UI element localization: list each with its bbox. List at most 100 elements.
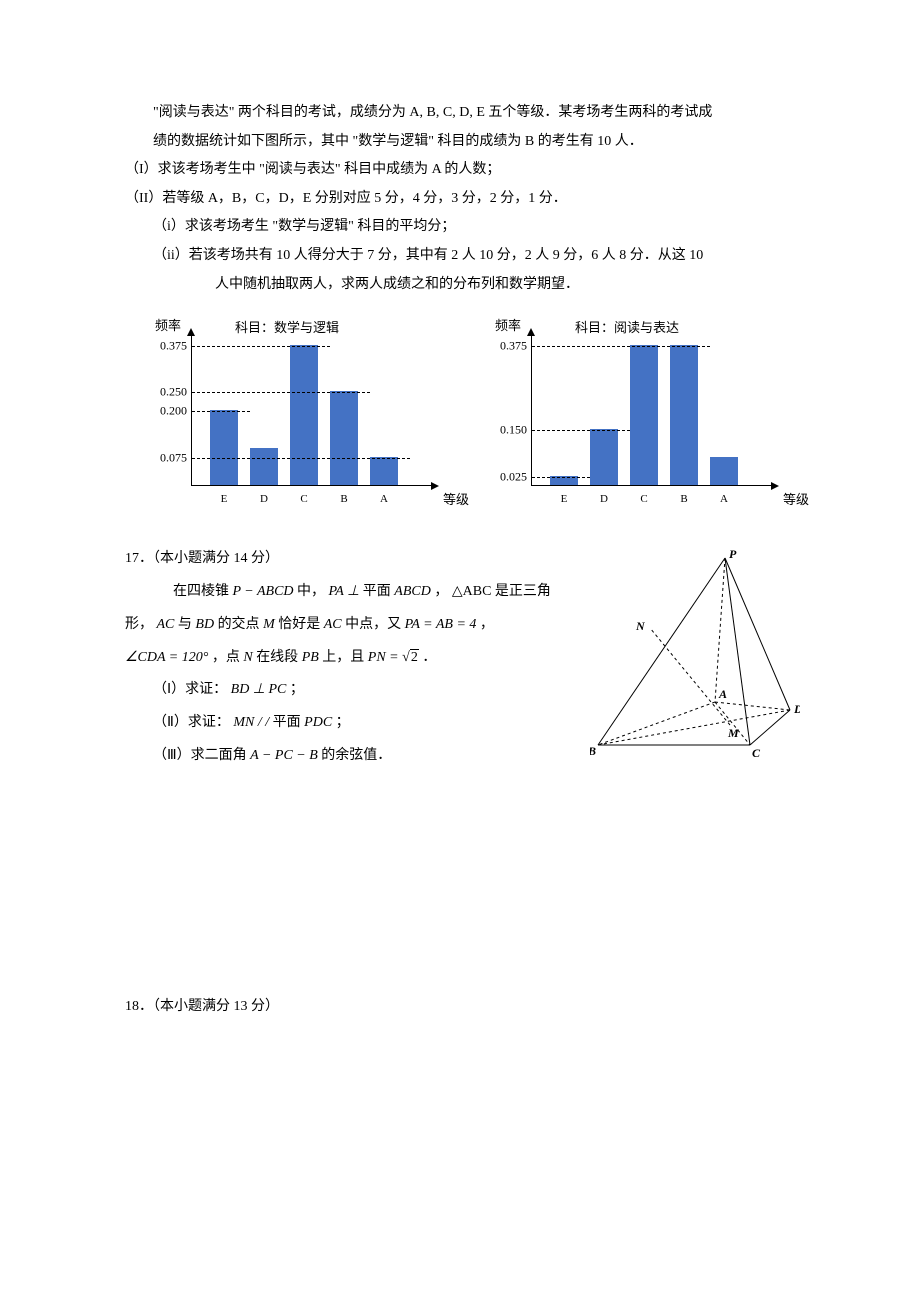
q17-mnpar: MN / /	[233, 715, 269, 730]
intro-part-2: （II）若等级 A，B，C，D，E 分别对应 5 分，4 分，3 分，2 分，1…	[125, 186, 800, 213]
q17-sub3: （Ⅲ）求二面角 A − PC − B 的余弦值．	[125, 741, 570, 772]
q17-l2b: 与	[178, 617, 192, 632]
q17-l1b: 中，	[297, 584, 325, 599]
chart-bar	[290, 345, 318, 486]
figure-label: M	[727, 726, 739, 740]
figure-edge	[598, 702, 715, 745]
intro-part-2ii-b: 人中随机抽取两人，求两人成绩之和的分布列和数学期望．	[125, 272, 800, 299]
chart-gridline	[532, 430, 630, 431]
q17-dihedral: A − PC − B	[250, 748, 318, 763]
q17-row: 17．（本小题满分 14 分） 在四棱锥 P − ABCD 中， PA ⊥ 平面…	[125, 544, 800, 774]
chart-xtick: E	[210, 489, 238, 510]
intro-part-2ii-a: （ii）若该考场共有 10 人得分大于 7 分，其中有 2 人 10 分，2 人…	[125, 243, 800, 270]
q17-l2a: 形，	[125, 617, 153, 632]
chart-gridline	[192, 346, 330, 347]
q17-pb: PB	[302, 650, 319, 665]
q17-header: 17．（本小题满分 14 分）	[125, 544, 570, 575]
q17-pa-perp: PA ⊥	[329, 584, 360, 599]
chart-xtick: B	[670, 489, 698, 510]
q17-triangle: △ABC	[452, 584, 492, 599]
q17-m: M	[263, 617, 275, 632]
q17-line-2: 形， AC 与 BD 的交点 M 恰好是 AC 中点，又 PA = AB = 4…	[125, 610, 570, 641]
q17-n: N	[243, 650, 252, 665]
q17-l1e: 是正三角	[495, 584, 551, 599]
chart-ytick: 0.025	[500, 465, 527, 488]
charts-row: 频率 科目：数学与逻辑 等级 EDCBA0.0750.2000.2500.375…	[125, 316, 800, 516]
figure-edge	[598, 558, 725, 745]
q18-header: 18．（本小题满分 13 分）	[125, 994, 800, 1021]
q17-p2a: （Ⅱ）求证：	[153, 715, 230, 730]
q17-paab: PA = AB = 4	[405, 617, 477, 632]
q17-angle: ∠CDA = 120°	[125, 650, 208, 665]
chart-xtick: A	[710, 489, 738, 510]
intro-line-2: 绩的数据统计如下图所示，其中 "数学与逻辑" 科目的成绩为 B 的考生有 10 …	[125, 129, 800, 156]
chart-xtick: D	[590, 489, 618, 510]
q17-p2semi: ；	[336, 715, 350, 730]
q17-text: 17．（本小题满分 14 分） 在四棱锥 P − ABCD 中， PA ⊥ 平面…	[125, 544, 570, 774]
q17-l2e: 中点，又	[345, 617, 401, 632]
q17-line-3: ∠CDA = 120° ，点 N 在线段 PB 上，且 PN = 2 ．	[125, 643, 570, 674]
q17-l1a: 在四棱锥	[173, 584, 229, 599]
q17-abcd: ABCD	[394, 584, 431, 599]
chart-gridline	[192, 458, 410, 459]
figure-edge	[715, 702, 790, 710]
pyramid-figure: PNABCDM	[590, 550, 800, 760]
chart-bar	[670, 345, 698, 486]
chart-bar	[250, 448, 278, 486]
q17-p3b: 的余弦值．	[321, 748, 391, 763]
q17-ac2: AC	[324, 617, 342, 632]
figure-label: B	[590, 744, 596, 758]
q17-bdpc: BD ⊥ PC	[231, 682, 287, 697]
figure-edge	[750, 710, 790, 745]
q17-sub1: （Ⅰ）求证： BD ⊥ PC ；	[125, 675, 570, 706]
figure-edge	[650, 628, 730, 725]
chart2-plot: 等级 EDCBA0.0250.1500.375	[531, 336, 771, 486]
chart-bar	[370, 457, 398, 485]
chart-xtick: D	[250, 489, 278, 510]
chart-bar	[710, 457, 738, 485]
intro-part-2i: （i）求该考场考生 "数学与逻辑" 科目的平均分；	[125, 214, 800, 241]
chart2-xlabel: 等级	[783, 488, 809, 513]
chart-bar	[330, 391, 358, 485]
q17-line-1: 在四棱锥 P − ABCD 中， PA ⊥ 平面 ABCD ， △ABC 是正三…	[125, 577, 570, 608]
q17-pdc: PDC	[304, 715, 332, 730]
q17-l1c: 平面	[363, 584, 391, 599]
q17-p3a: （Ⅲ）求二面角	[153, 748, 247, 763]
q17-bd: BD	[195, 617, 214, 632]
q17-l1d: ，	[434, 584, 448, 599]
q17-p1b: ；	[290, 682, 304, 697]
chart-ytick: 0.075	[160, 447, 187, 470]
chart-bar	[210, 410, 238, 485]
intro-line-1: "阅读与表达" 两个科目的考试，成绩分为 A, B, C, D, E 五个等级．…	[125, 100, 800, 127]
q17-ac: AC	[157, 617, 175, 632]
q17-l2d: 恰好是	[278, 617, 320, 632]
chart-gridline	[192, 411, 250, 412]
figure-edge	[715, 558, 725, 702]
chart-gridline	[532, 477, 590, 478]
chart-xtick: B	[330, 489, 358, 510]
chart-ytick: 0.375	[160, 334, 187, 357]
chart-ytick: 0.375	[500, 334, 527, 357]
chart-xtick: E	[550, 489, 578, 510]
chart-xtick: C	[630, 489, 658, 510]
chart-ytick: 0.150	[500, 419, 527, 442]
figure-label: D	[793, 702, 800, 716]
figure-label: C	[752, 746, 761, 760]
q17-l3b: 在线段	[256, 650, 298, 665]
chart-math-logic: 频率 科目：数学与逻辑 等级 EDCBA0.0750.2000.2500.375	[135, 316, 445, 516]
q17-period: ．	[422, 650, 436, 665]
q17-p1a: （Ⅰ）求证：	[153, 682, 227, 697]
q17-l3c: 上，且	[322, 650, 364, 665]
figure-label: N	[635, 619, 646, 633]
chart-reading-expression: 频率 科目：阅读与表达 等级 EDCBA0.0250.1500.375	[475, 316, 785, 516]
intro-part-1: （I）求该考场考生中 "阅读与表达" 科目中成绩为 A 的人数；	[125, 157, 800, 184]
q17-p2b: 平面	[273, 715, 301, 730]
chart-bar	[630, 345, 658, 486]
q17-l2c: 的交点	[218, 617, 260, 632]
q17-sub2: （Ⅱ）求证： MN / / 平面 PDC ；	[125, 708, 570, 739]
figure-label: P	[729, 550, 737, 561]
q17-sqrt2: 2	[410, 649, 419, 665]
chart-xtick: A	[370, 489, 398, 510]
q17-comma: ，	[480, 617, 494, 632]
q17-pn: PN =	[368, 650, 399, 665]
